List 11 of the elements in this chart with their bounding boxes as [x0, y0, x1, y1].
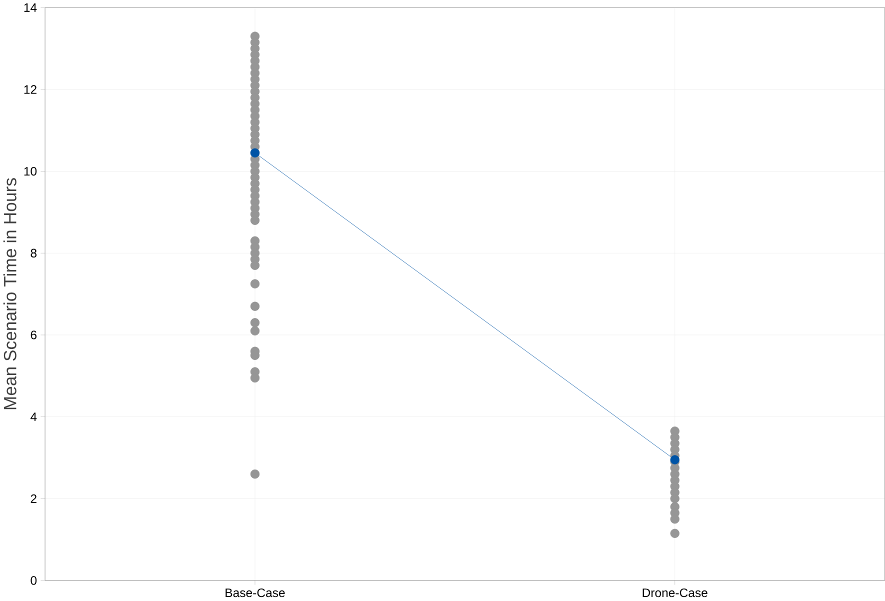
- y-tick-label: 0: [30, 576, 37, 586]
- y-tick-label: 4: [30, 412, 37, 422]
- y-tick-label: 10: [24, 167, 37, 176]
- x-tick-label: Drone-Case: [642, 588, 708, 598]
- y-tick-label: 6: [30, 330, 37, 340]
- y-tick-label: 14: [24, 4, 37, 12]
- y-axis-title: Mean Scenario Time in Hours: [3, 178, 16, 410]
- y-tick-label: 2: [30, 494, 36, 504]
- y-tick-label: 12: [24, 85, 36, 94]
- x-tick-label: Base-Case: [226, 588, 285, 598]
- y-tick-label: 8: [30, 249, 37, 258]
